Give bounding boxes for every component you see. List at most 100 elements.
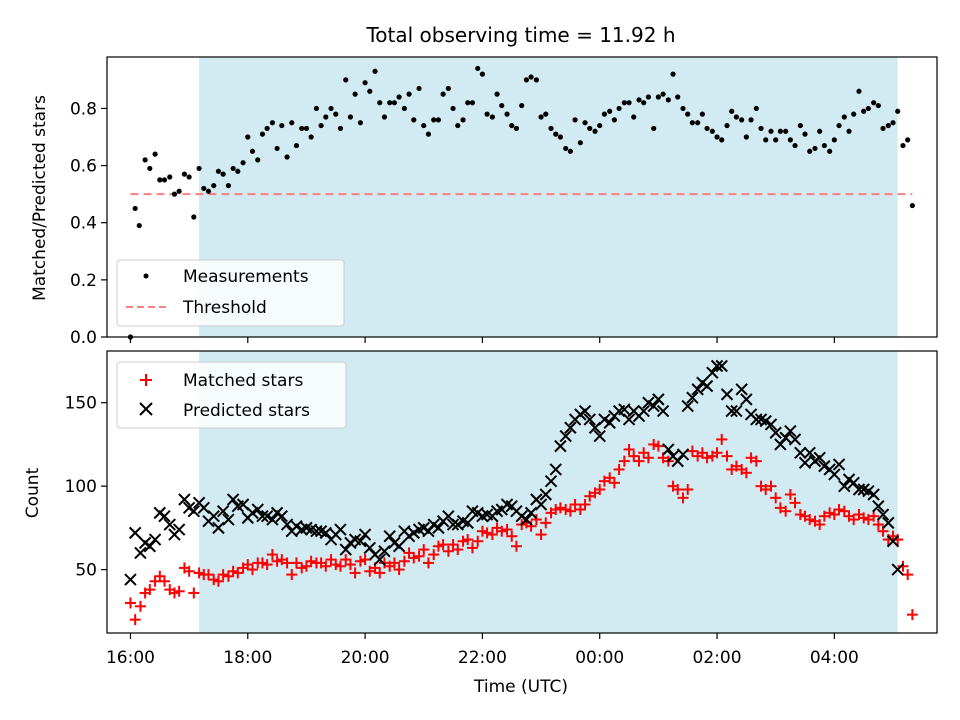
measurement-point: [509, 122, 515, 129]
measurement-point: [557, 134, 564, 140]
measurement-point: [670, 71, 676, 77]
matched-star-point: [789, 497, 801, 509]
top-y-axis-label: Matched/Predicted stars: [30, 95, 50, 301]
matched-star-point: [422, 557, 434, 569]
measurement-point: [631, 114, 637, 120]
x-tick-label: 16:00: [106, 648, 155, 668]
bottom-axes-frame: [106, 350, 938, 634]
predicted-star-point: [461, 516, 474, 530]
matched-star-point: [413, 550, 425, 562]
measurement-point: [538, 114, 544, 120]
measurement-point: [440, 91, 446, 97]
predicted-star-point: [392, 540, 406, 553]
x-tick-label: 04:00: [810, 648, 859, 668]
measurement-point: [739, 117, 745, 123]
predicted-star-point: [764, 418, 778, 431]
measurement-point: [865, 105, 871, 112]
predicted-star-point: [158, 509, 171, 523]
matched-star-point: [261, 559, 273, 571]
predicted-star-point: [882, 516, 895, 530]
measurement-point: [817, 128, 823, 134]
matched-star-point: [608, 477, 620, 489]
measurement-point: [284, 154, 290, 160]
measurement-point: [489, 114, 495, 120]
measurement-point: [548, 125, 554, 132]
matched-star-point: [202, 569, 214, 581]
predicted-star-point: [207, 509, 220, 523]
measurement-point: [181, 171, 188, 177]
measurement-point: [792, 142, 798, 149]
measurement-point: [343, 77, 349, 83]
matched-star-point: [638, 447, 650, 459]
measurement-point: [255, 157, 261, 163]
matched-star-point: [740, 467, 752, 479]
measurement-point: [783, 128, 789, 134]
measurement-point: [240, 160, 246, 166]
measurement-point: [299, 125, 305, 132]
measurement-point: [856, 88, 862, 94]
measurement-point: [313, 105, 320, 112]
measurement-point: [245, 134, 251, 140]
matched-star-point: [496, 525, 508, 537]
measurement-point: [381, 114, 388, 120]
matched-star-point: [858, 512, 870, 524]
measurements-legend-marker: [143, 273, 149, 279]
predicted-star-point: [310, 525, 323, 538]
matched-star-point: [550, 504, 562, 516]
matched-star-point: [696, 447, 708, 459]
predicted-legend-marker: [139, 402, 153, 416]
matched-star-point: [780, 505, 792, 517]
matched-star-point: [403, 547, 415, 559]
top-y-ticks: 0.0 0.2 0.4 0.6 0.8: [70, 99, 107, 348]
predicted-star-point: [779, 431, 792, 444]
top-legend: Measurements Threshold: [116, 259, 345, 327]
top-y-tick-label: 0.4: [70, 214, 97, 234]
predicted-star-point: [798, 456, 812, 470]
matched-star-point: [623, 443, 635, 455]
matched-star-point: [794, 509, 806, 521]
predicted-star-point: [578, 404, 592, 418]
matched-star-point: [246, 564, 258, 576]
measurement-point: [421, 122, 427, 129]
predicted-star-point: [603, 416, 616, 429]
matched-star-point: [506, 530, 518, 542]
measurement-point: [523, 77, 529, 83]
measurement-point: [225, 182, 232, 189]
measurements-legend-label: Measurements: [183, 267, 309, 287]
measurement-point: [333, 111, 339, 117]
matched-star-point: [418, 544, 430, 556]
matched-star-point: [227, 565, 239, 577]
bottom-x-ticks: 16:00 18:00 20:00 22:00 00:00 02:00 04:00: [106, 633, 859, 668]
measurement-point: [494, 91, 500, 97]
matched-star-point: [579, 499, 591, 511]
measurement-point: [846, 128, 852, 134]
predicted-star-point: [838, 479, 851, 493]
measurement-point: [587, 125, 593, 132]
matched-star-point: [158, 575, 170, 587]
measurement-point: [597, 122, 603, 129]
predicted-star-point: [554, 439, 567, 453]
bottom-legend-box: [116, 361, 347, 429]
matched-star-point: [168, 587, 180, 599]
measurement-point: [709, 128, 715, 134]
matched-star-point: [134, 600, 146, 612]
matched-star-point: [271, 555, 283, 567]
x-tick-label: 00:00: [575, 648, 624, 668]
matched-star-point: [330, 559, 342, 571]
measurement-point: [601, 111, 608, 117]
predicted-star-point: [720, 388, 734, 401]
predicted-star-point: [769, 426, 782, 439]
matched-star-point: [442, 545, 454, 557]
matched-star-point: [716, 433, 728, 445]
measurement-point: [787, 137, 793, 143]
measurement-point: [895, 108, 901, 114]
matched-star-point: [574, 504, 586, 516]
measurement-point: [318, 122, 324, 129]
predicted-star-point: [656, 404, 670, 418]
predicted-star-point: [700, 379, 714, 393]
predicted-star-point: [124, 573, 137, 586]
measurement-point: [763, 137, 769, 143]
measurement-point: [748, 117, 754, 123]
measurement-point: [519, 102, 525, 109]
measurement-point: [714, 134, 720, 140]
